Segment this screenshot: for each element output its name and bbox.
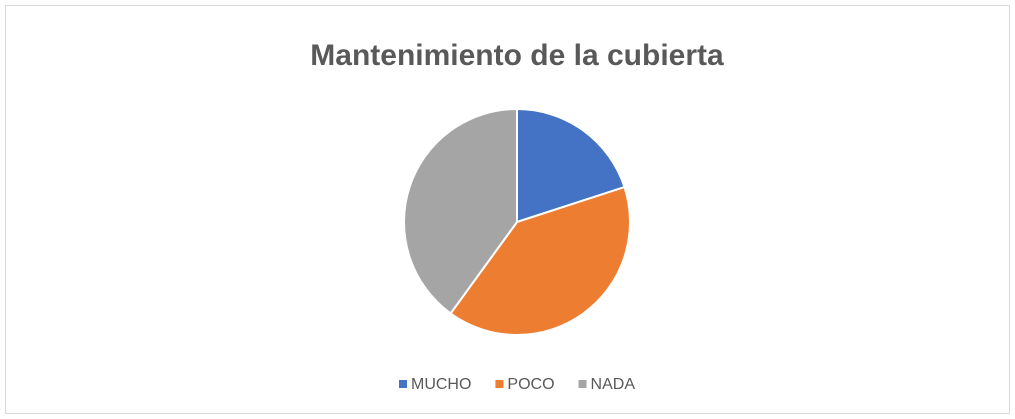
legend-swatch bbox=[495, 380, 504, 388]
chart-title: Mantenimiento de la cubierta bbox=[310, 39, 724, 72]
legend-label: NADA bbox=[591, 376, 636, 393]
legend-swatch bbox=[578, 380, 587, 388]
legend-label: MUCHO bbox=[411, 376, 471, 393]
legend-label: POCO bbox=[507, 376, 554, 393]
pie-slice bbox=[449, 185, 631, 336]
legend-swatch bbox=[398, 380, 407, 388]
pie-slice bbox=[403, 107, 518, 315]
pie-slice bbox=[516, 107, 626, 224]
